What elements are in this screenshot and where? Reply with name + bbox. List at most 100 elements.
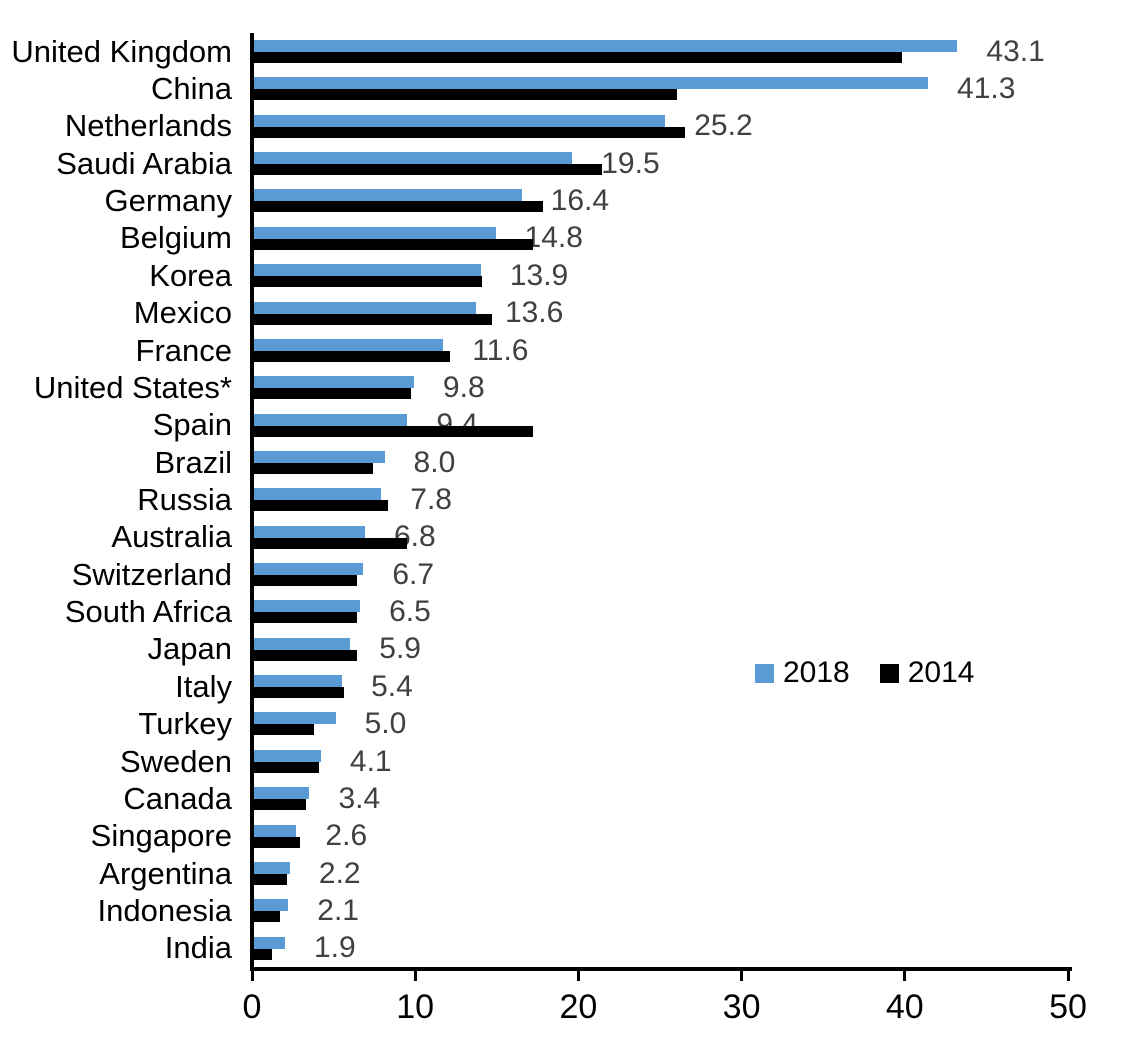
chart-row: Russia 7.8 xyxy=(0,481,1123,518)
chart-row: Belgium 14.8 xyxy=(0,220,1123,257)
chart-row: France 11.6 xyxy=(0,332,1123,369)
value-label: 43.1 xyxy=(986,34,1045,68)
chart-row: Korea 13.9 xyxy=(0,257,1123,294)
category-label: Japan xyxy=(147,631,232,667)
category-label: Spain xyxy=(152,407,232,443)
chart-row: Turkey 5.0 xyxy=(0,705,1123,742)
category-label: France xyxy=(135,332,232,368)
bar-2018 xyxy=(254,600,361,613)
bar-2018 xyxy=(254,338,444,351)
category-label: Sweden xyxy=(119,743,232,779)
category-label: United Kingdom xyxy=(11,33,232,69)
bar-2018 xyxy=(254,563,364,576)
category-label: Turkey xyxy=(138,706,232,742)
category-label: United States* xyxy=(33,369,232,405)
value-label: 11.6 xyxy=(472,333,529,367)
bar-2018 xyxy=(254,488,382,501)
value-label: 2.2 xyxy=(318,856,361,890)
category-label: Netherlands xyxy=(64,108,232,144)
value-label: 13.9 xyxy=(509,258,569,292)
chart-row: Argentina 2.2 xyxy=(0,855,1123,892)
bar-2018 xyxy=(254,189,522,202)
bar-2014 xyxy=(254,425,534,437)
chart-row: Spain9.4 xyxy=(0,407,1123,444)
bar-2018 xyxy=(254,450,385,463)
chart-row: Indonesia 2.1 xyxy=(0,892,1123,929)
bar-2014 xyxy=(254,799,307,811)
category-label: Switzerland xyxy=(71,556,232,592)
x-axis-tick-mark xyxy=(1066,967,1070,981)
chart-row: Sweden 4.1 xyxy=(0,743,1123,780)
bar-2018 xyxy=(254,936,285,949)
value-label: 19.5 xyxy=(601,146,660,180)
category-label: China xyxy=(151,71,232,107)
category-label: Australia xyxy=(111,519,232,555)
value-label: 2.6 xyxy=(325,819,368,853)
category-label: India xyxy=(164,930,232,966)
value-label: 2.1 xyxy=(317,893,359,927)
category-label: South Africa xyxy=(64,594,232,630)
bar-2018 xyxy=(254,376,414,389)
bar-2018 xyxy=(254,712,336,725)
bar-2018 xyxy=(254,114,666,127)
bar-2014 xyxy=(254,89,677,101)
value-label: 9.8 xyxy=(442,370,485,404)
bar-2018 xyxy=(254,525,365,538)
bar-2018 xyxy=(254,899,289,912)
bar-2018 xyxy=(254,749,321,762)
value-label: 6.7 xyxy=(392,557,435,591)
bar-2014 xyxy=(254,462,374,474)
x-axis-tick-label: 50 xyxy=(1049,988,1087,1026)
bar-2018 xyxy=(254,152,573,165)
value-label: 25.2 xyxy=(694,109,753,143)
chart-legend: 2018 2014 xyxy=(755,658,975,688)
x-axis-tick-mark xyxy=(250,967,254,981)
bar-2014 xyxy=(254,836,300,848)
legend-swatch-2018 xyxy=(755,663,774,683)
legend-entry-2018: 2018 xyxy=(755,658,850,688)
legend-label-2018: 2018 xyxy=(783,656,850,689)
category-label: Argentina xyxy=(99,855,232,891)
chart-row: Canada 3.4 xyxy=(0,780,1123,817)
x-axis-tick-label: 40 xyxy=(885,988,924,1026)
bar-2018 xyxy=(254,675,343,688)
chart-row: Saudi Arabia 19.5 xyxy=(0,145,1123,182)
legend-swatch-2014 xyxy=(879,663,899,683)
bar-2014 xyxy=(254,649,357,661)
bar-2014 xyxy=(254,873,287,885)
value-label: 3.4 xyxy=(338,781,381,815)
category-label: Saudi Arabia xyxy=(56,145,232,181)
bar-2014 xyxy=(254,911,281,923)
chart-row: Netherlands 25.2 xyxy=(0,108,1123,145)
bar-2014 xyxy=(254,350,450,362)
value-label: 1.9 xyxy=(314,931,356,965)
x-axis-tick-label: 30 xyxy=(722,988,761,1026)
bar-2014 xyxy=(254,201,543,213)
bar-2018 xyxy=(254,226,496,239)
bar-2014 xyxy=(254,388,411,400)
bar-2014 xyxy=(254,724,315,736)
x-axis-tick-label: 10 xyxy=(396,988,435,1026)
chart-row: Switzerland 6.7 xyxy=(0,556,1123,593)
chart-row: Italy 5.4 xyxy=(0,668,1123,705)
value-label: 5.4 xyxy=(371,669,413,703)
value-label: 7.8 xyxy=(410,482,452,516)
bar-2014 xyxy=(254,687,344,699)
x-axis-line xyxy=(250,967,1072,971)
bar-2018 xyxy=(254,301,476,314)
category-label: Singapore xyxy=(90,818,232,854)
category-label: Italy xyxy=(175,668,232,704)
category-label: Indonesia xyxy=(97,892,232,928)
x-axis-tick-label: 20 xyxy=(559,988,598,1026)
value-label: 41.3 xyxy=(957,72,1016,106)
bar-2014 xyxy=(254,575,357,587)
bar-2014 xyxy=(254,500,388,512)
x-axis-tick-mark xyxy=(740,967,744,981)
bar-2018 xyxy=(254,861,290,874)
bar-2014 xyxy=(254,761,320,773)
bar-2014 xyxy=(254,313,493,325)
x-axis-tick-mark xyxy=(413,967,417,981)
category-label: Brazil xyxy=(154,444,232,480)
bar-2018 xyxy=(254,787,310,800)
